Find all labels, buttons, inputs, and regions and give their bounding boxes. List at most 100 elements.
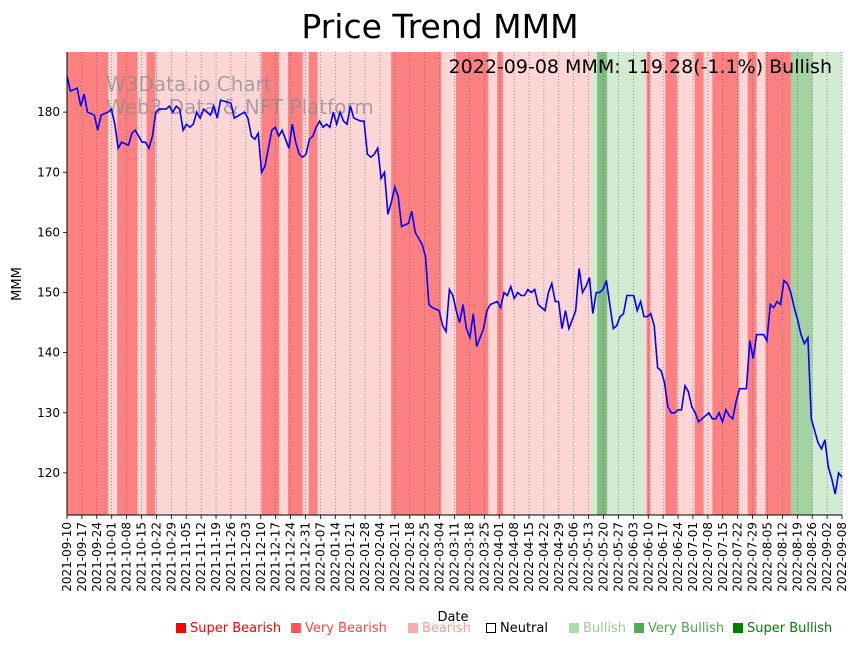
sentiment-band [497,52,504,515]
x-tick-label: 2022-03-04 [433,522,447,592]
legend-item: Very Bullish [634,621,724,636]
sentiment-band [441,52,456,515]
sentiment-band [756,52,766,515]
sentiment-band [597,52,608,515]
x-tick-label: 2021-12-03 [239,522,253,592]
sentiment-band [279,52,289,515]
legend-item: Bullish [569,621,626,636]
x-tick-label: 2021-12-17 [269,522,283,592]
legend-label: Super Bearish [190,621,282,636]
legend-swatch [733,623,743,633]
legend-label: Bearish [422,621,471,636]
x-tick-label: 2021-10-29 [164,522,178,592]
sentiment-band [738,52,748,515]
x-tick-label: 2022-08-05 [760,522,774,592]
sentiment-band [288,52,303,515]
x-tick-label: 2022-09-08 [835,522,849,592]
sentiment-band [747,52,757,515]
x-tick-label: 2021-12-10 [254,522,268,592]
y-tick-label: 180 [37,105,60,119]
legend-swatch [486,623,496,633]
sentiment-band [317,52,392,515]
x-tick-label: 2022-01-14 [328,522,342,592]
legend-item: Bearish [408,621,471,636]
x-tick-label: 2022-04-08 [507,522,521,592]
x-tick-label: 2022-05-13 [582,522,596,592]
price-annotation: 2022-09-08 MMM: 119.28(-1.1%) Bullish [449,56,832,78]
x-tick-label: 2022-07-29 [746,522,760,592]
sentiment-band [108,52,118,515]
y-tick-label: 140 [37,346,60,360]
x-tick-label: 2022-02-11 [388,522,402,592]
x-tick-label: 2021-10-01 [105,522,119,592]
legend-label: Very Bullish [648,621,725,636]
x-tick-label: 2022-07-01 [686,522,700,592]
legend-item: Very Bearish [291,621,387,636]
x-tick-label: 2021-09-24 [90,522,104,592]
legend-label: Bullish [583,621,627,636]
x-tick-label: 2022-01-21 [343,522,357,592]
x-tick-label: 2022-02-04 [373,522,387,592]
y-tick-label: 170 [37,165,60,179]
x-tick-label: 2022-06-10 [641,522,655,592]
sentiment-band [155,52,262,515]
legend-swatch [634,623,644,633]
x-tick-label: 2022-02-18 [403,522,417,592]
legend-swatch [176,623,186,633]
sentiment-band [644,52,647,515]
sentiment-band [137,52,147,515]
x-tick-label: 2022-03-11 [448,522,462,592]
x-tick-label: 2021-10-08 [120,522,134,592]
x-tick-label: 2022-04-01 [492,522,506,592]
x-tick-label: 2022-06-24 [671,522,685,592]
x-tick-label: 2022-08-19 [790,522,804,592]
sentiment-band [455,52,489,515]
x-tick-label: 2021-11-26 [224,522,238,592]
sentiment-band [488,52,498,515]
x-axis-label: Date [437,610,468,625]
x-tick-label: 2021-10-22 [149,522,163,592]
sentiment-legend: Super Bearish Very Bearish Bearish Neutral B… [176,621,856,639]
sentiment-band [117,52,138,515]
legend-label: Neutral [500,621,548,636]
x-tick-label: 2022-03-25 [477,522,491,592]
watermark-text: W3Data.io Chart [106,72,272,96]
x-tick-label: 2022-07-22 [731,522,745,592]
sentiment-band [391,52,442,515]
x-tick-label: 2022-03-18 [462,522,476,592]
x-tick-label: 2022-08-12 [775,522,789,592]
sentiment-band [503,52,607,515]
x-tick-label: 2022-09-02 [820,522,834,592]
sentiment-band [694,52,704,515]
x-tick-label: 2022-01-07 [313,522,327,592]
legend-label: Very Bearish [305,621,387,636]
x-tick-label: 2021-10-15 [135,522,149,592]
x-tick-label: 2022-05-27 [611,522,625,592]
x-tick-label: 2021-09-10 [60,522,74,592]
x-tick-label: 2021-12-24 [284,522,298,592]
legend-swatch [408,623,418,633]
y-axis-label: MMM [10,267,25,301]
price-line [66,75,843,495]
x-tick-label: 2021-11-19 [209,522,223,592]
x-tick-label: 2022-07-15 [716,522,730,592]
legend-item: Super Bearish [176,621,281,636]
sentiment-band [308,52,318,515]
x-tick-label: 2021-12-31 [298,522,312,592]
sentiment-band [790,52,813,515]
y-tick-label: 160 [37,225,60,239]
legend-swatch [569,623,579,633]
sentiment-band [712,52,739,515]
legend-item: Super Bullish [733,621,832,636]
y-tick-label: 130 [37,406,60,420]
x-tick-label: 2022-01-28 [358,522,372,592]
legend-label: Super Bullish [747,621,833,636]
x-tick-label: 2022-04-22 [537,522,551,592]
sentiment-band [607,52,645,515]
x-tick-label: 2022-06-17 [656,522,670,592]
x-tick-label: 2022-04-29 [552,522,566,592]
sentiment-band [261,52,280,515]
x-tick-label: 2022-06-03 [626,522,640,592]
chart-title: Price Trend MMM [301,7,578,46]
